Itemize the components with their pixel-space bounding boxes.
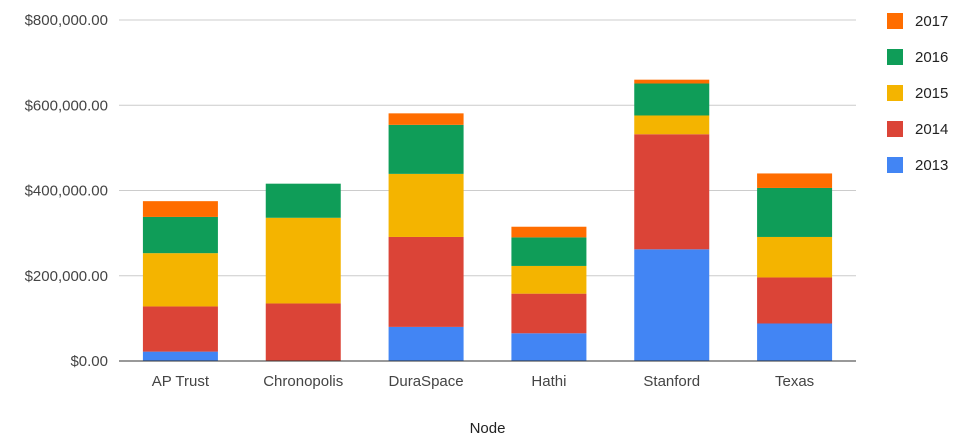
legend-swatch-2017[interactable] [887,13,903,29]
legend-label-2017[interactable]: 2017 [915,13,948,30]
gridlines [119,19,856,277]
x-tick-label: Chronopolis [263,373,343,390]
bar-segment-2015[interactable] [757,236,833,278]
legend-label-2013[interactable]: 2013 [915,157,948,174]
bar-segment-2017[interactable] [388,113,464,125]
x-axis-title: Node [470,420,506,437]
x-tick-label: Hathi [531,373,566,390]
bar-segment-2016[interactable] [757,187,833,237]
legend[interactable]: 2017 2016 2015 2014 2013 [887,13,948,174]
bar-segment-2015[interactable] [634,115,710,135]
legend-swatch-2016[interactable] [887,49,903,65]
bar-segment-2014[interactable] [757,277,833,324]
bar-segment-2014[interactable] [511,293,587,334]
bar-segment-2013[interactable] [388,326,464,361]
bar-segment-2017[interactable] [634,79,710,84]
bar-segment-2017[interactable] [511,226,587,238]
bar-segment-2014[interactable] [634,134,710,250]
bar-segment-2013[interactable] [634,249,710,361]
legend-label-2014[interactable]: 2014 [915,121,948,138]
bar-segment-2016[interactable] [388,124,464,174]
x-tick-label: Texas [775,373,814,390]
legend-label-2015[interactable]: 2015 [915,85,948,102]
x-tick-label: Stanford [643,373,700,390]
y-tick-label: $0.00 [70,353,108,370]
x-tick-label: AP Trust [152,373,210,390]
legend-swatch-2015[interactable] [887,85,903,101]
bar-segment-2013[interactable] [757,323,833,361]
bar-segment-2015[interactable] [511,265,587,294]
bar-segment-2016[interactable] [511,237,587,266]
bar-segment-2016[interactable] [265,183,341,218]
bar-segment-2017[interactable] [757,173,833,188]
y-tick-label: $400,000.00 [25,183,108,200]
bar-segment-2015[interactable] [142,253,218,307]
bar-segment-2017[interactable] [142,201,218,217]
legend-label-2016[interactable]: 2016 [915,49,948,66]
y-tick-label: $200,000.00 [25,268,108,285]
x-tick-label: DuraSpace [389,373,464,390]
bar-segment-2014[interactable] [265,303,341,361]
y-tick-label: $800,000.00 [25,12,108,29]
bar-segment-2015[interactable] [265,217,341,304]
bar-segment-2013[interactable] [142,351,218,361]
bar-segment-2016[interactable] [634,83,710,116]
legend-swatch-2013[interactable] [887,157,903,173]
bar-segment-2016[interactable] [142,216,218,254]
bar-segment-2014[interactable] [388,236,464,327]
y-axis-ticks: $0.00 $200,000.00 $400,000.00 $600,000.00 $8… [25,12,108,370]
bars [142,79,833,361]
legend-swatch-2014[interactable] [887,121,903,137]
bar-segment-2013[interactable] [511,333,587,361]
y-tick-label: $600,000.00 [25,97,108,114]
bar-segment-2015[interactable] [388,173,464,237]
x-axis-ticks: AP Trust Chronopolis DuraSpace Hathi Stanfor… [152,373,814,390]
bar-segment-2014[interactable] [142,306,218,352]
